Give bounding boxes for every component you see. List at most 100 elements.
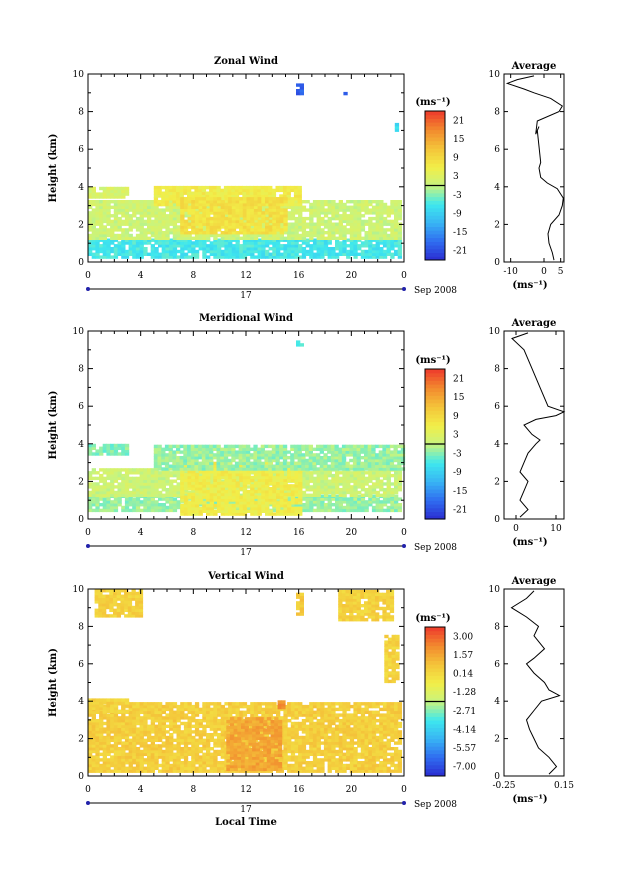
heatmap-cell <box>154 505 159 510</box>
heatmap-cell <box>264 464 269 468</box>
heatmap-cell <box>342 488 347 492</box>
heatmap-cell <box>390 488 395 492</box>
heatmap-cell <box>346 471 351 475</box>
heatmap-cell <box>150 493 155 497</box>
heatmap-cell <box>187 504 192 508</box>
heatmap-cell <box>299 343 304 347</box>
heatmap-cell <box>179 456 184 460</box>
heatmap-cell <box>220 197 225 201</box>
heatmap-cell <box>117 503 122 507</box>
heatmap-cell <box>253 458 258 463</box>
heatmap-cell <box>228 211 233 215</box>
heatmap-cell <box>265 495 270 499</box>
heatmap-cell <box>298 470 303 474</box>
heatmap-cell <box>154 255 159 259</box>
heatmap-cell <box>389 467 395 471</box>
heatmap-cell <box>228 205 233 209</box>
heatmap-cell <box>299 89 304 93</box>
heatmap-cell <box>394 236 399 240</box>
heatmap-cell <box>124 233 130 238</box>
heatmap-cell <box>217 481 222 485</box>
heatmap-cell <box>113 446 119 450</box>
heatmap-cell <box>228 475 233 480</box>
colorbar-unit: (ms⁻¹) <box>415 97 450 108</box>
heatmap-cell <box>202 241 207 245</box>
heatmap-cell <box>150 497 155 501</box>
heatmap-cell <box>124 493 130 497</box>
heatmap-cell <box>379 482 384 486</box>
heatmap-cell <box>235 512 240 516</box>
heatmap-cell <box>283 501 288 505</box>
heatmap-cell <box>102 208 107 212</box>
heatmap-cell <box>113 471 119 475</box>
heatmap-cell <box>320 219 325 224</box>
heatmap-cell <box>106 763 111 768</box>
heatmap-cell <box>331 255 336 259</box>
heatmap-cell <box>172 197 177 201</box>
heatmap-cell <box>250 484 255 488</box>
heatmap-cell <box>102 500 107 504</box>
heatmap-cell <box>253 501 259 505</box>
heatmap-cell <box>294 249 299 254</box>
average-frame <box>503 330 565 520</box>
heatmap-cell <box>183 467 188 471</box>
heatmap-cell <box>180 249 185 254</box>
heatmap-cell <box>371 225 377 229</box>
heatmap-cell <box>327 219 332 224</box>
heatmap-cell <box>298 498 303 502</box>
heatmap-cell <box>368 247 373 251</box>
heatmap-cell <box>379 500 384 504</box>
heatmap-cell <box>286 450 291 454</box>
heatmap-cell <box>172 461 177 466</box>
average-y-tick-label: 8 <box>494 108 500 118</box>
heatmap-cell <box>202 208 207 212</box>
heatmap-cell <box>249 456 254 460</box>
heatmap-cell <box>121 214 126 218</box>
heatmap-cell <box>121 200 126 204</box>
heatmap-cell <box>209 211 214 215</box>
heatmap-cell <box>382 476 388 481</box>
heatmap-cell <box>357 228 362 232</box>
heatmap-cell <box>349 241 355 245</box>
heatmap-cell <box>297 450 302 454</box>
heatmap-cell <box>249 453 254 457</box>
heatmap-cell <box>290 211 296 215</box>
average-profile-line <box>511 332 566 518</box>
heatmap-cell <box>139 231 144 235</box>
heatmap-cell <box>298 492 303 497</box>
heatmap-cell <box>99 713 104 717</box>
heatmap-cell <box>110 490 115 495</box>
heatmap-cell <box>312 447 317 451</box>
heatmap-cell <box>357 485 362 489</box>
heatmap-cell <box>235 236 240 240</box>
heatmap-cell <box>161 225 166 229</box>
heatmap-cell <box>334 456 339 460</box>
heatmap-cell <box>180 228 185 232</box>
heatmap-cell <box>386 456 391 460</box>
heatmap-cell <box>202 249 207 254</box>
heatmap-cell <box>367 467 372 471</box>
heatmap-cell <box>88 761 93 765</box>
heatmap-cell <box>382 461 387 466</box>
heatmap-cell <box>161 208 166 212</box>
heatmap-cell <box>176 214 181 218</box>
heatmap-cell <box>272 214 277 218</box>
heatmap-cell <box>132 205 137 209</box>
heatmap-cell <box>99 219 104 224</box>
heatmap-cell <box>102 255 107 259</box>
heatmap-cell <box>379 479 384 483</box>
heatmap-cell <box>283 200 288 204</box>
heatmap-cell <box>283 490 288 495</box>
heatmap-cell <box>338 508 343 513</box>
heatmap-cell <box>176 211 181 215</box>
heatmap-cell <box>228 197 233 201</box>
heatmap-cell <box>194 249 200 254</box>
x-tick-label: 12 <box>240 528 251 538</box>
heatmap-cell <box>180 504 185 508</box>
heatmap-cell <box>227 450 232 454</box>
heatmap-cell <box>368 476 373 481</box>
heatmap-cell <box>279 487 284 491</box>
heatmap-cell <box>165 249 170 254</box>
colorbar-tick-label: -9 <box>453 468 462 478</box>
heatmap-cell <box>169 252 174 256</box>
